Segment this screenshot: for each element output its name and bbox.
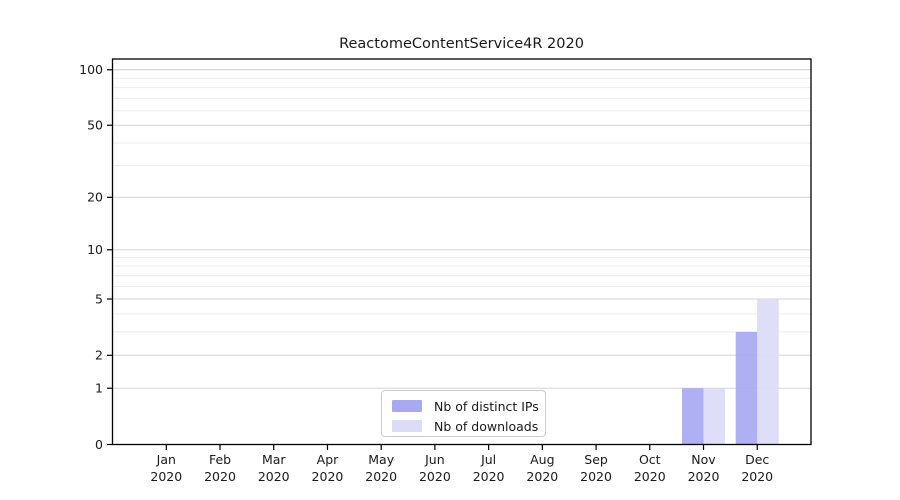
- y-tick-label: 50: [87, 118, 103, 133]
- x-tick-label-year: 2020: [312, 469, 344, 484]
- legend-label-downloads: Nb of downloads: [434, 418, 539, 434]
- x-tick-label-year: 2020: [365, 469, 397, 484]
- bar: [757, 299, 779, 445]
- plot-frame: [111, 58, 812, 446]
- chart-title: ReactomeContentService4R 2020: [339, 36, 584, 52]
- x-tick-label-month: Mar: [262, 452, 286, 467]
- bar: [703, 388, 725, 445]
- x-tick-label-month: Nov: [691, 452, 716, 467]
- x-tick-label-month: Jul: [480, 452, 496, 467]
- y-tick-label: 1: [95, 381, 103, 396]
- y-tick-label: 100: [79, 62, 103, 77]
- legend: Nb of distinct IPs Nb of downloads: [381, 390, 546, 437]
- bar: [735, 331, 758, 445]
- legend-row-distinct-ips: Nb of distinct IPs: [382, 396, 545, 416]
- x-tick-label-month: Jan: [156, 452, 176, 467]
- x-tick-label-month: May: [368, 452, 394, 467]
- x-tick-label-year: 2020: [419, 469, 451, 484]
- x-tick-label-year: 2020: [258, 469, 290, 484]
- x-tick-label-month: Jun: [424, 452, 445, 467]
- x-tick-label-year: 2020: [526, 469, 558, 484]
- legend-row-downloads: Nb of downloads: [382, 416, 545, 436]
- x-tick-label-year: 2020: [473, 469, 505, 484]
- x-tick-label-year: 2020: [150, 469, 182, 484]
- x-tick-label-year: 2020: [204, 469, 236, 484]
- x-tick-label-year: 2020: [688, 469, 720, 484]
- x-tick-label-month: Sep: [584, 452, 608, 467]
- x-tick-label-month: Oct: [639, 452, 661, 467]
- x-tick-label-year: 2020: [634, 469, 666, 484]
- x-tick-label-month: Feb: [209, 452, 231, 467]
- legend-label-distinct-ips: Nb of distinct IPs: [434, 398, 539, 414]
- legend-swatch-distinct-ips: [392, 400, 422, 412]
- x-tick-label-year: 2020: [580, 469, 612, 484]
- x-tick-label-month: Dec: [745, 452, 769, 467]
- x-tick-label-month: Aug: [530, 452, 554, 467]
- y-tick-label: 2: [95, 348, 103, 363]
- bar: [682, 388, 704, 445]
- y-tick-label: 10: [87, 242, 103, 257]
- y-tick-label: 20: [87, 190, 103, 205]
- x-tick-label-year: 2020: [741, 469, 773, 484]
- y-tick-label: 0: [95, 437, 103, 452]
- legend-swatch-downloads: [392, 420, 422, 432]
- x-tick-label-month: Apr: [317, 452, 339, 467]
- y-tick-label: 5: [95, 291, 103, 306]
